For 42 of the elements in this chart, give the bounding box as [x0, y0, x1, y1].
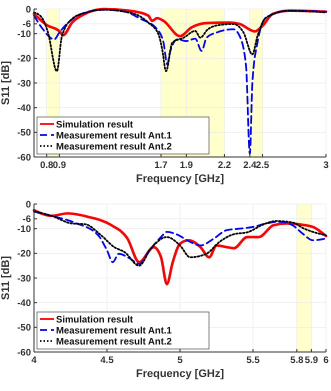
x-tick-label: 5.9	[304, 355, 318, 366]
x-tick-label: 0.9	[52, 160, 66, 171]
x-tick-label: 3	[323, 160, 329, 171]
y-tick-label: -20	[17, 54, 31, 65]
x-tick-label: 2.2	[218, 160, 232, 171]
legend-label: Measurement result Ant.1	[56, 326, 173, 336]
x-tick-label: 2.4	[243, 160, 258, 171]
x-tick-label: 0.8	[40, 160, 54, 171]
y-tick-label: -40	[17, 102, 31, 114]
y-axis-title: S11 [dB]	[0, 60, 12, 106]
x-tick-label: 1.7	[154, 160, 168, 171]
y-tick-label: -60	[17, 152, 31, 164]
x-tick-label: 5	[177, 355, 184, 366]
y-axis-title: S11 [dB]	[0, 256, 12, 300]
x-tick-label: 4.5	[100, 355, 114, 366]
y-tick-label: 0	[26, 4, 31, 16]
legend-label: Measurement result Ant.1	[56, 130, 173, 142]
y-tick-label: -30	[17, 78, 31, 90]
legend-label: Measurement result Ant.2	[56, 142, 172, 152]
x-tick-label: 1.9	[180, 160, 193, 171]
x-tick-label: 6	[323, 355, 329, 366]
x-tick-label: 2.5	[256, 160, 270, 171]
x-tick-label: 4	[31, 355, 38, 366]
x-tick-label: 5.5	[246, 355, 260, 366]
y-tick-label: -10	[17, 28, 31, 40]
legend-label: Simulation result	[56, 314, 134, 326]
y-tick-label: -20	[17, 248, 31, 260]
y-tick-label: -10	[17, 224, 31, 235]
y-tick-label: -50	[17, 128, 31, 139]
y-tick-label: -6	[22, 214, 31, 226]
y-tick-label: -60	[17, 347, 31, 358]
y-tick-label: -40	[17, 298, 31, 309]
y-tick-label: 0	[26, 199, 31, 210]
x-tick-label: 5.8	[290, 355, 304, 366]
x-axis-title: Frequency [GHz]	[136, 368, 224, 380]
y-tick-label: -50	[17, 322, 31, 334]
legend-label: Simulation result	[56, 120, 134, 130]
line-series	[33, 8, 327, 155]
legend-label: Measurement result Ant.2	[56, 336, 172, 348]
y-tick-label: -6	[22, 19, 31, 30]
x-axis-title: Frequency [GHz]	[136, 173, 224, 185]
y-tick-label: -30	[17, 273, 31, 284]
